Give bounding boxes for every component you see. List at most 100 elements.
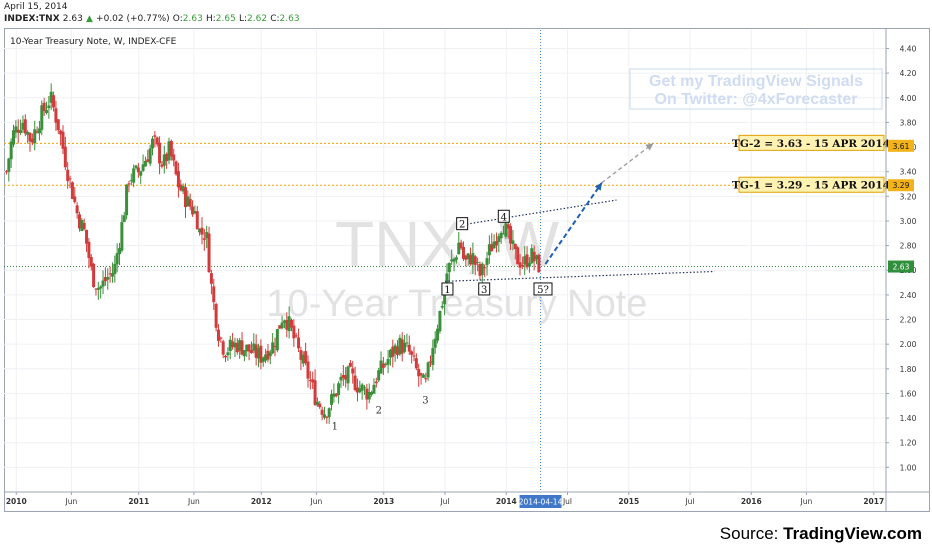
candle-body bbox=[428, 361, 432, 363]
y-tick-label: 4.00 bbox=[900, 94, 917, 103]
candle-body bbox=[113, 263, 117, 275]
candle-body bbox=[212, 286, 216, 303]
candle-body bbox=[96, 287, 100, 290]
candle-body bbox=[259, 345, 263, 363]
candle-body bbox=[537, 254, 541, 273]
candle-body bbox=[148, 148, 152, 164]
candle-body bbox=[504, 223, 508, 237]
candle-body bbox=[499, 232, 503, 239]
candle-body bbox=[443, 287, 447, 305]
candle-body bbox=[478, 263, 482, 276]
wave-label: 3 bbox=[481, 285, 487, 296]
chart-frame[interactable]: TNX, W 10-Year Treasury Note Get my Tradin… bbox=[4, 28, 930, 512]
candle-body bbox=[275, 328, 279, 351]
candle-body bbox=[167, 141, 171, 161]
candle-body bbox=[92, 263, 96, 288]
grid bbox=[4, 30, 886, 492]
candle-body bbox=[108, 273, 112, 275]
candle-body bbox=[4, 171, 8, 173]
y-tick-label: 2.40 bbox=[900, 291, 917, 300]
candle-body bbox=[254, 344, 258, 358]
x-tick-label: 2012 bbox=[251, 497, 272, 506]
candle-body bbox=[391, 346, 395, 357]
candle-body bbox=[417, 368, 421, 377]
candle-body bbox=[445, 273, 449, 285]
candle-body bbox=[188, 198, 192, 207]
x-axis[interactable]: 2010 Jun 2011 Jun 2012 Jun 2013 Jul 2014 Jul 2015 J… bbox=[4, 491, 930, 508]
candle-body bbox=[125, 184, 129, 216]
candle-body bbox=[396, 346, 400, 355]
y-tick-label: 2.80 bbox=[900, 242, 917, 251]
candle-body bbox=[240, 340, 244, 355]
x-tick-label: Jun bbox=[65, 497, 78, 506]
candle-body bbox=[44, 110, 48, 113]
candle-body bbox=[70, 182, 74, 199]
candle-body bbox=[393, 345, 397, 354]
candle-body bbox=[151, 138, 155, 149]
high-value: 2.65 bbox=[215, 14, 236, 24]
y-tick-label: 1.40 bbox=[900, 414, 917, 423]
candle-body bbox=[186, 196, 190, 207]
wave-label-box bbox=[456, 217, 469, 231]
wave-label: 1 bbox=[332, 422, 338, 433]
candle-body bbox=[141, 164, 145, 171]
candle-body bbox=[358, 388, 362, 393]
target-label: TG-2 = 3.63 - 15 APR 2014 bbox=[732, 138, 890, 150]
wave-label: 3 bbox=[422, 396, 428, 407]
candle-body bbox=[282, 320, 286, 323]
candle-body bbox=[85, 229, 89, 244]
candle-body bbox=[370, 392, 374, 395]
x-tick-label: Jul bbox=[684, 497, 694, 506]
candle-body bbox=[120, 222, 124, 251]
candle-body bbox=[308, 380, 312, 382]
candle-body bbox=[42, 102, 46, 112]
promo-line-1: Get my TradingView Signals bbox=[649, 73, 863, 90]
candle-body bbox=[226, 352, 230, 356]
y-tick-label: 3.40 bbox=[900, 168, 917, 177]
projection-arrow-head bbox=[645, 143, 654, 151]
candle-body bbox=[202, 238, 206, 240]
candle-body bbox=[23, 119, 27, 134]
up-arrow-icon: ▲ bbox=[85, 14, 93, 24]
candle-body bbox=[242, 350, 246, 357]
x-tick-label: 2011 bbox=[128, 497, 149, 506]
candle-body bbox=[219, 337, 223, 339]
candle-body bbox=[322, 414, 326, 418]
target-box bbox=[738, 134, 885, 151]
symbol-label[interactable]: INDEX:TNX bbox=[4, 14, 60, 24]
candle-body bbox=[447, 262, 451, 273]
date-cursor-tag bbox=[519, 495, 562, 508]
candle-body bbox=[318, 403, 322, 408]
candle-body bbox=[530, 248, 534, 264]
candle-body bbox=[176, 171, 180, 188]
candle-body bbox=[487, 244, 491, 256]
candle-body bbox=[325, 416, 329, 418]
candle-body bbox=[221, 341, 225, 355]
candle-body bbox=[280, 322, 284, 329]
watermark-name: 10-Year Treasury Note bbox=[267, 283, 648, 325]
candle-body bbox=[19, 130, 23, 133]
x-tick-label: 2015 bbox=[618, 497, 639, 506]
wave-label-box bbox=[497, 209, 510, 223]
candle-body bbox=[224, 355, 228, 358]
candle-body bbox=[249, 350, 253, 353]
y-axis[interactable]: 1.001.201.401.601.802.002.202.402.602.80… bbox=[885, 28, 917, 512]
candle-body bbox=[191, 206, 195, 215]
candle-body bbox=[363, 387, 367, 389]
promo-box bbox=[629, 68, 883, 110]
wave-label-box bbox=[441, 282, 454, 296]
candle-body bbox=[353, 375, 357, 391]
candle-body bbox=[129, 180, 133, 182]
candle-body bbox=[94, 288, 98, 290]
candle-body bbox=[351, 368, 355, 374]
candle-body bbox=[35, 131, 39, 133]
wave-labels: 1 2 3 1 2 3 4 5? bbox=[332, 209, 553, 433]
candle-body bbox=[101, 280, 105, 287]
candle-body bbox=[61, 131, 65, 149]
candle-body bbox=[12, 130, 16, 145]
candle-body bbox=[37, 128, 41, 134]
x-tick-label: Jul bbox=[439, 497, 449, 506]
target-box bbox=[738, 176, 885, 193]
candle-body bbox=[379, 360, 383, 374]
